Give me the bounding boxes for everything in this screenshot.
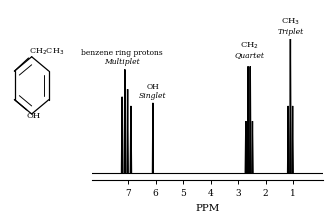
Polygon shape [127, 89, 128, 173]
Polygon shape [245, 121, 247, 173]
X-axis label: PPM: PPM [196, 204, 220, 213]
Polygon shape [287, 106, 289, 173]
Text: OH: OH [147, 83, 159, 91]
Polygon shape [249, 66, 251, 173]
Text: Triplet: Triplet [277, 28, 304, 36]
Text: Multiplet: Multiplet [104, 58, 140, 66]
Polygon shape [290, 39, 291, 173]
Polygon shape [292, 106, 293, 173]
Text: Singlet: Singlet [139, 92, 167, 100]
Text: OH: OH [27, 112, 41, 120]
Polygon shape [124, 70, 125, 173]
Text: Quartet: Quartet [234, 52, 264, 60]
Polygon shape [252, 121, 253, 173]
Polygon shape [130, 106, 131, 173]
Polygon shape [121, 97, 123, 173]
Text: CH$_2$: CH$_2$ [240, 41, 259, 51]
Polygon shape [248, 66, 249, 173]
Text: benzene ring protons: benzene ring protons [81, 49, 163, 57]
Polygon shape [152, 103, 153, 173]
Text: CH$_2$CH$_3$: CH$_2$CH$_3$ [29, 47, 65, 57]
Text: CH$_3$: CH$_3$ [281, 16, 300, 27]
